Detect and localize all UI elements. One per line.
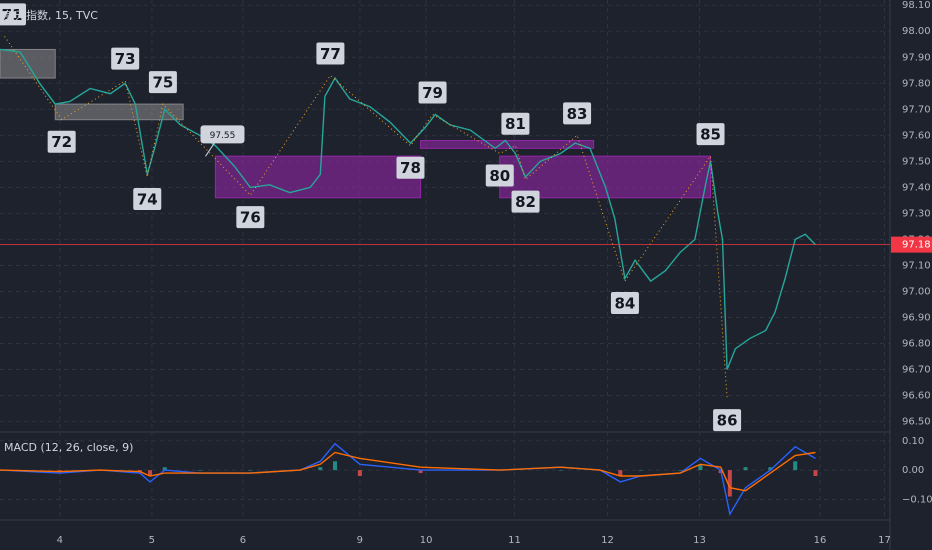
- wave-label-box: [485, 164, 514, 187]
- wave-label: 81: [505, 115, 526, 133]
- y-tick-label: −0.10: [902, 494, 932, 505]
- wave-label: 80: [489, 167, 510, 185]
- histogram-bar: [793, 461, 798, 471]
- x-tick-label: 16: [814, 535, 827, 546]
- wave-label-box: [111, 47, 140, 70]
- last-price-label: 97.18: [902, 240, 931, 251]
- histogram-bar: [638, 470, 643, 471]
- wave-label-box: [418, 81, 447, 104]
- histogram-bar: [318, 467, 323, 471]
- histogram-bar: [333, 461, 338, 471]
- x-tick-label: 9: [357, 535, 363, 546]
- histogram-bar: [57, 470, 62, 472]
- wave-label: 71: [2, 6, 23, 24]
- wave-label: 86: [717, 412, 738, 430]
- wave-label: 74: [137, 190, 158, 208]
- x-tick-label: 4: [57, 535, 63, 546]
- wave-label-box: [316, 42, 345, 65]
- histogram-bar: [357, 470, 362, 476]
- y-tick-label: 97.80: [902, 78, 931, 89]
- series-line: [0, 442, 816, 517]
- wave-label: 73: [115, 50, 136, 68]
- y-tick-label: 98.00: [902, 26, 931, 37]
- wave-label: 75: [152, 74, 173, 92]
- y-tick-label: 97.90: [902, 52, 931, 63]
- y-tick-label: 97.60: [902, 130, 931, 141]
- wave-label-box: [0, 3, 26, 26]
- callout-label: 97.55: [210, 131, 236, 141]
- wave-label-box: [133, 187, 162, 210]
- x-tick-label: 6: [240, 535, 246, 546]
- histogram-bar: [618, 470, 623, 476]
- wave-label-box: [396, 156, 425, 179]
- callout-box: [200, 125, 245, 144]
- y-tick-label: 0.10: [902, 436, 924, 447]
- wave-label-box: [713, 409, 742, 432]
- histogram-bar: [248, 470, 253, 471]
- y-tick-label: 0.00: [902, 465, 924, 476]
- wave-label-box: [501, 112, 530, 135]
- histogram-bar: [148, 470, 153, 476]
- histogram-bar: [813, 470, 818, 476]
- histogram-bar: [743, 467, 748, 471]
- wave-label-box: [610, 292, 639, 315]
- histogram-bar: [768, 467, 773, 471]
- y-tick-label: 97.00: [902, 286, 931, 297]
- histogram-bar: [678, 470, 683, 471]
- wave-label: 84: [614, 295, 635, 313]
- histogram-bar: [418, 470, 423, 474]
- x-tick-label: 13: [693, 535, 706, 546]
- wave-label: 77: [320, 45, 341, 63]
- zone: [420, 140, 595, 149]
- y-tick-label: 96.60: [902, 391, 931, 402]
- histogram-bar: [727, 470, 732, 497]
- x-tick-label: 17: [878, 535, 891, 546]
- last-price-box: [891, 236, 932, 253]
- wave-label: 82: [515, 193, 536, 211]
- y-tick-label: 97.10: [902, 260, 931, 271]
- wave-label: 79: [422, 84, 443, 102]
- y-tick-label: 97.70: [902, 104, 931, 115]
- x-tick-label: 5: [149, 535, 155, 546]
- series-line: [0, 451, 816, 492]
- wave-label: 78: [400, 159, 421, 177]
- wave-label-box: [236, 206, 265, 229]
- histogram-bar: [558, 470, 563, 471]
- series-line: [0, 48, 816, 370]
- y-tick-label: 97.40: [902, 182, 931, 193]
- zone: [54, 103, 184, 121]
- histogram-bar: [197, 470, 202, 471]
- wave-label-box: [563, 102, 592, 125]
- histogram-bar: [698, 464, 703, 471]
- y-tick-label: 96.80: [902, 339, 931, 350]
- x-tick-label: 10: [420, 535, 433, 546]
- chart-title: MACD (12, 26, close, 9): [4, 441, 133, 454]
- x-tick-label: 11: [508, 535, 521, 546]
- x-tick-label: 12: [601, 535, 614, 546]
- wave-label-box: [47, 130, 76, 153]
- y-tick-label: 96.90: [902, 312, 931, 323]
- chart-title: 美元指数, 15, TVC: [4, 8, 98, 22]
- y-tick-label: 98.10: [902, 0, 931, 11]
- wave-label: 85: [700, 126, 721, 144]
- plot-layer: [0, 36, 818, 517]
- y-tick-label: 96.50: [902, 417, 931, 428]
- wave-line: [4, 36, 728, 399]
- histogram-bar: [137, 470, 142, 472]
- wave-label: 72: [51, 133, 72, 151]
- wave-label-box: [511, 190, 540, 213]
- wave-label-box: [148, 71, 177, 94]
- wave-label: 76: [240, 209, 261, 227]
- y-tick-label: 97.30: [902, 208, 931, 219]
- wave-label-box: [696, 123, 725, 146]
- y-tick-label: 96.70: [902, 365, 931, 376]
- histogram-bar: [162, 467, 167, 471]
- wave-label: 83: [567, 105, 588, 123]
- grid-layer: [0, 0, 890, 520]
- y-tick-label: 97.50: [902, 156, 931, 167]
